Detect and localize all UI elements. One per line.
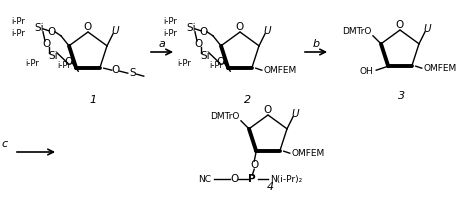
Text: O: O [48, 27, 56, 37]
Text: DMTrO: DMTrO [210, 112, 240, 121]
Text: O: O [396, 20, 404, 30]
Text: Si: Si [48, 51, 58, 61]
Text: OH: OH [359, 67, 373, 76]
Text: O: O [43, 39, 51, 49]
Text: i-Pr: i-Pr [209, 61, 223, 70]
Text: O: O [230, 174, 238, 184]
Text: U: U [111, 26, 119, 36]
Text: O: O [64, 57, 73, 67]
Text: O: O [200, 27, 208, 37]
Text: i-Pr: i-Pr [163, 17, 177, 26]
Text: Si: Si [186, 23, 196, 33]
Text: 3: 3 [399, 91, 406, 101]
Text: OMFEM: OMFEM [263, 66, 296, 75]
Text: P: P [248, 174, 256, 184]
Text: O: O [264, 105, 272, 115]
Text: Si: Si [200, 51, 210, 61]
Text: U: U [263, 26, 271, 36]
Text: OMFEM: OMFEM [423, 64, 456, 73]
Text: i-Pr: i-Pr [177, 59, 191, 68]
Text: i-Pr: i-Pr [57, 61, 71, 70]
Text: U: U [423, 24, 431, 34]
Text: O: O [195, 39, 203, 49]
Text: i-Pr: i-Pr [11, 29, 25, 38]
Text: 4: 4 [266, 182, 273, 192]
Text: S: S [129, 68, 136, 78]
Text: U: U [291, 109, 299, 119]
Text: b: b [312, 39, 319, 49]
Text: O: O [112, 65, 120, 75]
Text: O: O [84, 22, 92, 32]
Text: OMFEM: OMFEM [291, 149, 324, 158]
Text: c: c [2, 139, 8, 149]
Text: 1: 1 [90, 95, 97, 105]
Text: O: O [217, 57, 225, 67]
Text: O: O [250, 160, 258, 170]
Text: i-Pr: i-Pr [163, 29, 177, 38]
Text: N(i-Pr)₂: N(i-Pr)₂ [270, 175, 302, 184]
Text: i-Pr: i-Pr [25, 59, 39, 68]
Text: i-Pr: i-Pr [11, 17, 25, 26]
Text: NC: NC [198, 175, 211, 184]
Text: Si: Si [34, 23, 44, 33]
Text: O: O [236, 22, 244, 32]
Text: a: a [159, 39, 165, 49]
Text: DMTrO: DMTrO [342, 27, 372, 36]
Text: 2: 2 [245, 95, 252, 105]
